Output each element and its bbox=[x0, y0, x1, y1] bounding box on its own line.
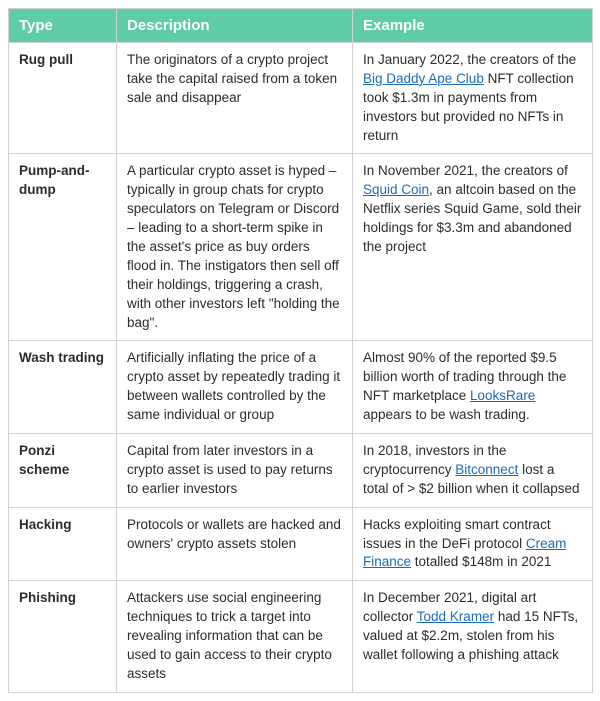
type-cell: Wash trading bbox=[9, 341, 117, 434]
description-cell: Capital from later investors in a crypto… bbox=[117, 434, 353, 508]
table-row: Wash tradingArtificially inflating the p… bbox=[9, 341, 593, 434]
example-link[interactable]: Cream Finance bbox=[363, 536, 566, 570]
table-row: Rug pullThe originators of a crypto proj… bbox=[9, 43, 593, 154]
type-cell: Phishing bbox=[9, 581, 117, 692]
description-cell: Protocols or wallets are hacked and owne… bbox=[117, 507, 353, 581]
col-header-description: Description bbox=[117, 9, 353, 43]
table-row: PhishingAttackers use social engineering… bbox=[9, 581, 593, 692]
table-header-row: Type Description Example bbox=[9, 9, 593, 43]
type-cell: Hacking bbox=[9, 507, 117, 581]
example-link[interactable]: Big Daddy Ape Club bbox=[363, 71, 484, 86]
type-cell: Rug pull bbox=[9, 43, 117, 154]
table-row: Pump-and-dumpA particular crypto asset i… bbox=[9, 154, 593, 341]
col-header-type: Type bbox=[9, 9, 117, 43]
example-cell: In December 2021, digital art collector … bbox=[353, 581, 593, 692]
example-link[interactable]: LooksRare bbox=[470, 388, 535, 403]
example-cell: Almost 90% of the reported $9.5 billion … bbox=[353, 341, 593, 434]
table-row: Ponzi schemeCapital from later investors… bbox=[9, 434, 593, 508]
crypto-scam-table: Type Description Example Rug pullThe ori… bbox=[8, 8, 593, 693]
description-cell: The originators of a crypto project take… bbox=[117, 43, 353, 154]
type-cell: Pump-and-dump bbox=[9, 154, 117, 341]
col-header-example: Example bbox=[353, 9, 593, 43]
example-cell: In January 2022, the creators of the Big… bbox=[353, 43, 593, 154]
example-link[interactable]: Todd Kramer bbox=[417, 609, 494, 624]
description-cell: Attackers use social engineering techniq… bbox=[117, 581, 353, 692]
example-cell: In November 2021, the creators of Squid … bbox=[353, 154, 593, 341]
description-cell: A particular crypto asset is hyped – typ… bbox=[117, 154, 353, 341]
table-row: HackingProtocols or wallets are hacked a… bbox=[9, 507, 593, 581]
example-link[interactable]: Bitconnect bbox=[455, 462, 518, 477]
description-cell: Artificially inflating the price of a cr… bbox=[117, 341, 353, 434]
example-link[interactable]: Squid Coin bbox=[363, 182, 429, 197]
example-cell: In 2018, investors in the cryptocurrency… bbox=[353, 434, 593, 508]
type-cell: Ponzi scheme bbox=[9, 434, 117, 508]
example-cell: Hacks exploiting smart contract issues i… bbox=[353, 507, 593, 581]
